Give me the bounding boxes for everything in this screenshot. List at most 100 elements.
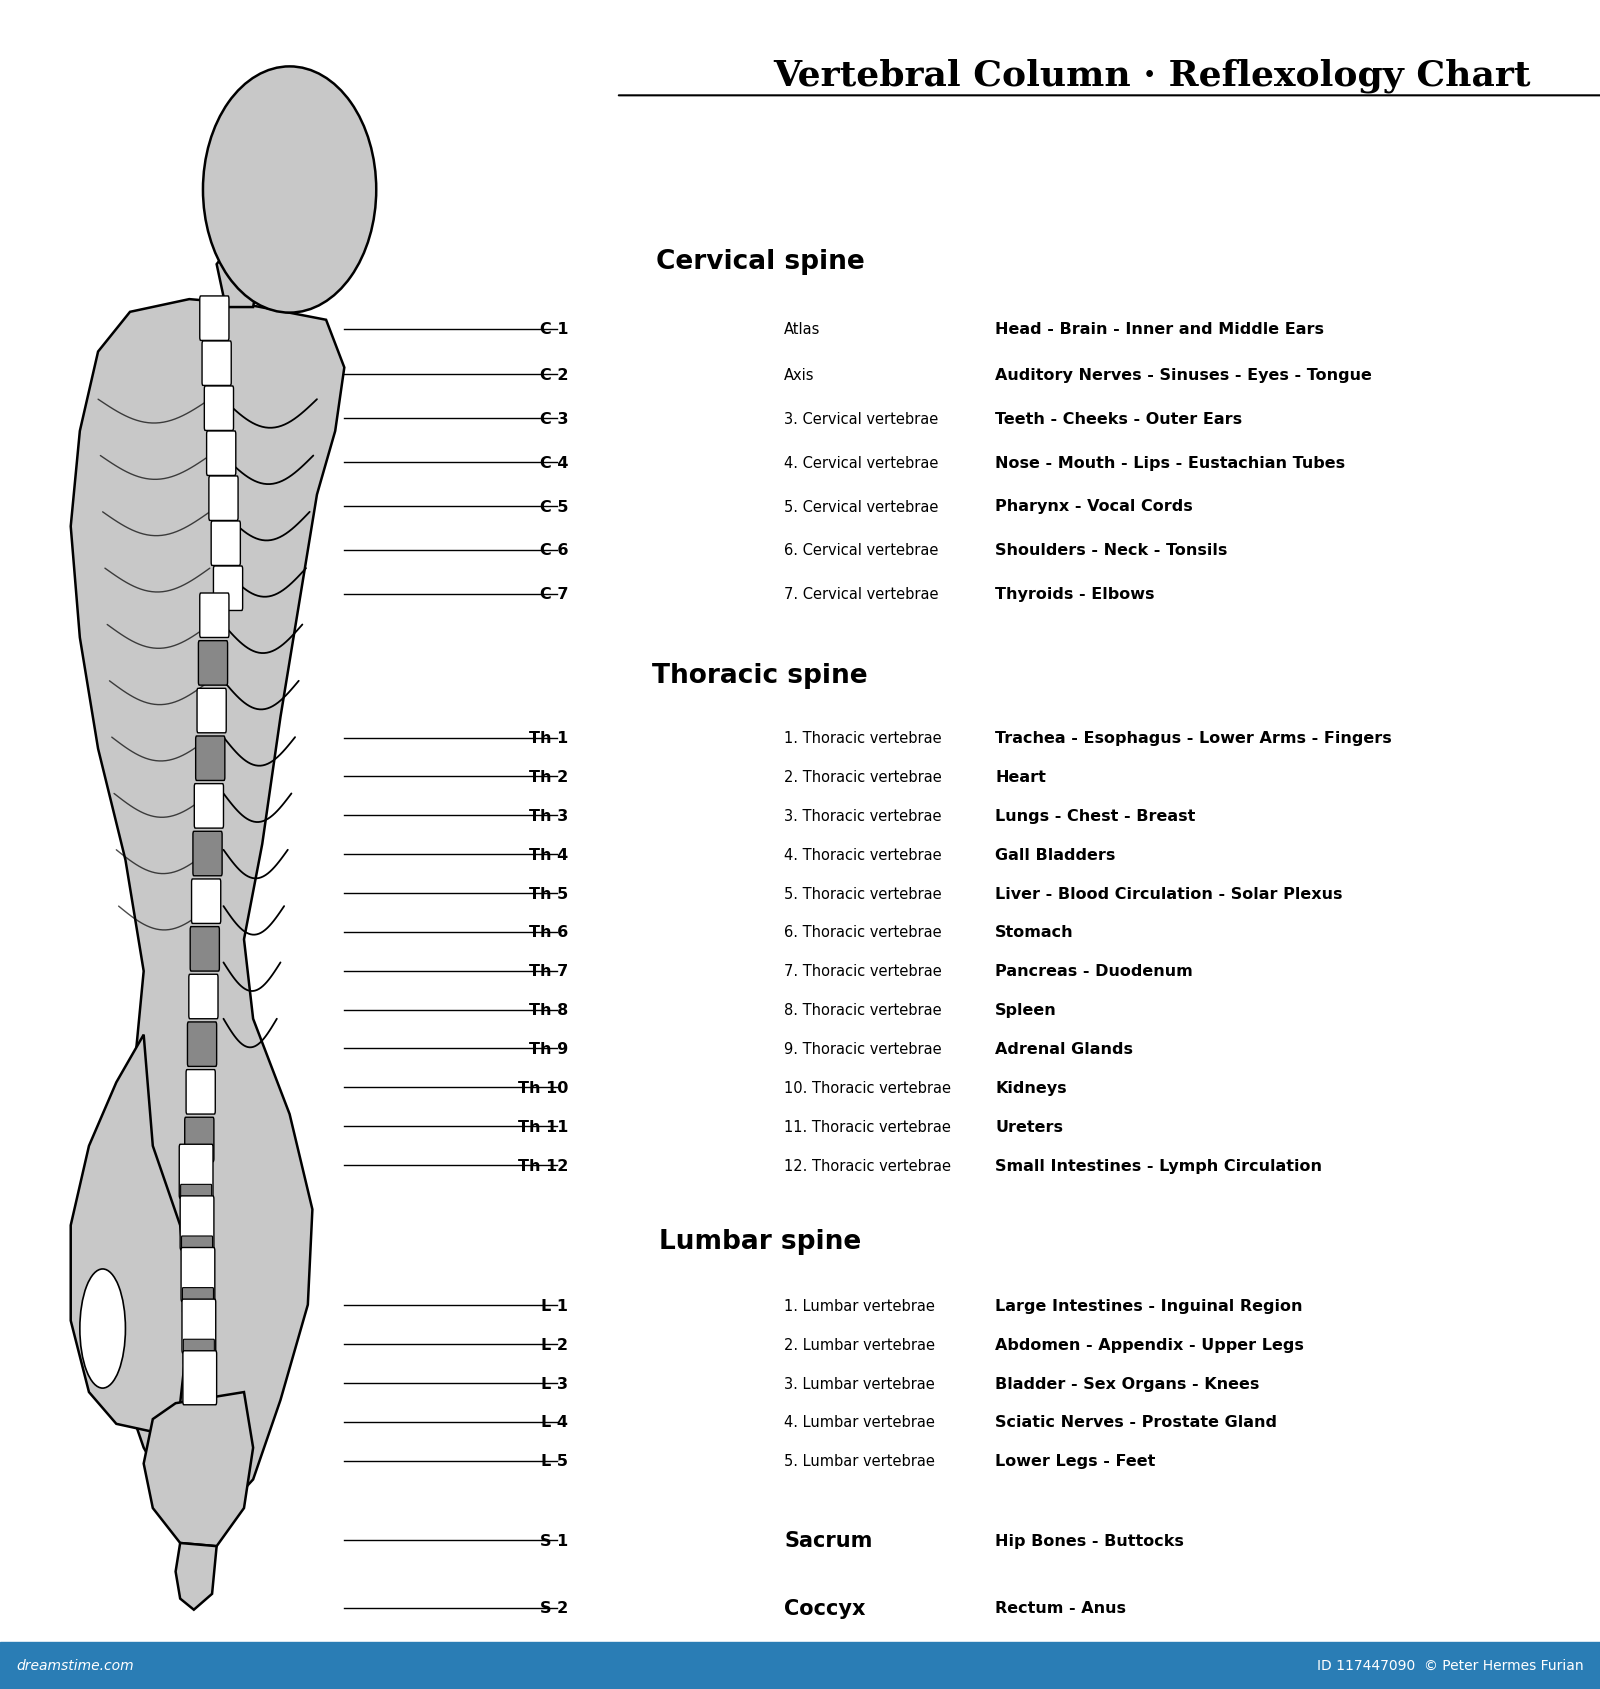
Text: C 2: C 2 [539, 368, 568, 382]
Text: C 5: C 5 [539, 500, 568, 513]
FancyBboxPatch shape [200, 297, 229, 341]
Bar [0, 1642, 1600, 1689]
Text: Heart: Heart [995, 770, 1046, 784]
Text: Th 4: Th 4 [528, 848, 568, 861]
Text: Bladder - Sex Organs - Knees: Bladder - Sex Organs - Knees [995, 1377, 1259, 1390]
Text: 4. Cervical vertebrae: 4. Cervical vertebrae [784, 456, 938, 470]
Text: S 2: S 2 [539, 1601, 568, 1615]
Text: 2. Thoracic vertebrae: 2. Thoracic vertebrae [784, 770, 942, 784]
Text: C 4: C 4 [539, 456, 568, 470]
Text: Liver - Blood Circulation - Solar Plexus: Liver - Blood Circulation - Solar Plexus [995, 887, 1342, 900]
Text: L 4: L 4 [541, 1415, 568, 1429]
Text: Head - Brain - Inner and Middle Ears: Head - Brain - Inner and Middle Ears [995, 323, 1325, 336]
FancyBboxPatch shape [189, 975, 218, 1018]
Text: Lower Legs - Feet: Lower Legs - Feet [995, 1454, 1155, 1468]
FancyBboxPatch shape [213, 566, 243, 611]
Text: 5. Cervical vertebrae: 5. Cervical vertebrae [784, 500, 938, 513]
Text: Abdomen - Appendix - Upper Legs: Abdomen - Appendix - Upper Legs [995, 1338, 1304, 1351]
Polygon shape [144, 1392, 253, 1545]
Text: Pancreas - Duodenum: Pancreas - Duodenum [995, 964, 1194, 978]
Text: Th 9: Th 9 [528, 1042, 568, 1056]
Text: 4. Lumbar vertebrae: 4. Lumbar vertebrae [784, 1415, 934, 1429]
Text: Sciatic Nerves - Prostate Gland: Sciatic Nerves - Prostate Gland [995, 1415, 1277, 1429]
Text: C 1: C 1 [539, 323, 568, 336]
Text: 11. Thoracic vertebrae: 11. Thoracic vertebrae [784, 1120, 950, 1133]
Text: Th 3: Th 3 [528, 809, 568, 823]
FancyBboxPatch shape [181, 1248, 214, 1302]
Text: 5. Thoracic vertebrae: 5. Thoracic vertebrae [784, 887, 942, 900]
Text: 3. Thoracic vertebrae: 3. Thoracic vertebrae [784, 809, 941, 823]
FancyBboxPatch shape [182, 1287, 213, 1314]
Polygon shape [216, 242, 262, 307]
FancyBboxPatch shape [194, 784, 224, 829]
Text: Thoracic spine: Thoracic spine [653, 662, 867, 689]
Polygon shape [70, 301, 344, 1520]
Text: Th 6: Th 6 [528, 926, 568, 939]
FancyBboxPatch shape [184, 1118, 214, 1162]
FancyBboxPatch shape [181, 1236, 213, 1262]
Ellipse shape [203, 68, 376, 314]
Text: L 2: L 2 [541, 1338, 568, 1351]
FancyBboxPatch shape [205, 387, 234, 431]
FancyBboxPatch shape [186, 1069, 216, 1115]
Text: Gall Bladders: Gall Bladders [995, 848, 1115, 861]
Text: L 3: L 3 [541, 1377, 568, 1390]
Text: C 3: C 3 [539, 412, 568, 426]
Text: Th 1: Th 1 [528, 731, 568, 745]
FancyBboxPatch shape [182, 1299, 216, 1353]
Text: Th 11: Th 11 [518, 1120, 568, 1133]
Text: C 6: C 6 [539, 544, 568, 557]
Text: C 7: C 7 [539, 588, 568, 601]
Text: Th 12: Th 12 [518, 1159, 568, 1172]
Ellipse shape [80, 1268, 125, 1388]
FancyBboxPatch shape [179, 1145, 213, 1199]
Text: Spleen: Spleen [995, 1003, 1058, 1017]
Text: 7. Cervical vertebrae: 7. Cervical vertebrae [784, 588, 939, 601]
Text: Th 10: Th 10 [518, 1081, 568, 1094]
Text: Th 5: Th 5 [528, 887, 568, 900]
Text: Coccyx: Coccyx [784, 1598, 866, 1618]
Text: 3. Cervical vertebrae: 3. Cervical vertebrae [784, 412, 938, 426]
FancyBboxPatch shape [187, 1022, 216, 1067]
Text: Nose - Mouth - Lips - Eustachian Tubes: Nose - Mouth - Lips - Eustachian Tubes [995, 456, 1346, 470]
Text: Pharynx - Vocal Cords: Pharynx - Vocal Cords [995, 500, 1194, 513]
FancyBboxPatch shape [197, 689, 226, 733]
FancyBboxPatch shape [192, 880, 221, 924]
Text: Thyroids - Elbows: Thyroids - Elbows [995, 588, 1155, 601]
FancyBboxPatch shape [190, 927, 219, 971]
Text: S 1: S 1 [539, 1534, 568, 1547]
FancyBboxPatch shape [181, 1196, 214, 1250]
Text: Atlas: Atlas [784, 323, 821, 336]
Text: Small Intestines - Lymph Circulation: Small Intestines - Lymph Circulation [995, 1159, 1322, 1172]
FancyBboxPatch shape [195, 736, 226, 780]
Text: Ureters: Ureters [995, 1120, 1064, 1133]
Text: Auditory Nerves - Sinuses - Eyes - Tongue: Auditory Nerves - Sinuses - Eyes - Tongu… [995, 368, 1373, 382]
Polygon shape [70, 1035, 189, 1432]
Text: Adrenal Glands: Adrenal Glands [995, 1042, 1133, 1056]
Text: Th 7: Th 7 [528, 964, 568, 978]
FancyBboxPatch shape [194, 831, 222, 877]
Text: Th 2: Th 2 [528, 770, 568, 784]
Text: Vertebral Column · Reflexology Chart: Vertebral Column · Reflexology Chart [773, 59, 1531, 93]
Text: Sacrum: Sacrum [784, 1530, 872, 1551]
Text: 5. Lumbar vertebrae: 5. Lumbar vertebrae [784, 1454, 934, 1468]
FancyBboxPatch shape [210, 476, 238, 522]
Text: Rectum - Anus: Rectum - Anus [995, 1601, 1126, 1615]
FancyBboxPatch shape [182, 1351, 216, 1405]
Polygon shape [176, 1544, 216, 1610]
FancyBboxPatch shape [184, 1339, 214, 1365]
Text: ID 117447090  © Peter Hermes Furian: ID 117447090 © Peter Hermes Furian [1317, 1659, 1584, 1672]
Text: Kidneys: Kidneys [995, 1081, 1067, 1094]
Text: 8. Thoracic vertebrae: 8. Thoracic vertebrae [784, 1003, 942, 1017]
Text: L 1: L 1 [541, 1299, 568, 1312]
Text: 9. Thoracic vertebrae: 9. Thoracic vertebrae [784, 1042, 942, 1056]
Text: Shoulders - Neck - Tonsils: Shoulders - Neck - Tonsils [995, 544, 1227, 557]
Text: Large Intestines - Inguinal Region: Large Intestines - Inguinal Region [995, 1299, 1302, 1312]
Text: 4. Thoracic vertebrae: 4. Thoracic vertebrae [784, 848, 942, 861]
FancyBboxPatch shape [211, 522, 240, 566]
Text: 1. Lumbar vertebrae: 1. Lumbar vertebrae [784, 1299, 934, 1312]
Text: 2. Lumbar vertebrae: 2. Lumbar vertebrae [784, 1338, 934, 1351]
FancyBboxPatch shape [206, 432, 235, 476]
Text: dreamstime.com: dreamstime.com [16, 1659, 134, 1672]
Text: Axis: Axis [784, 368, 814, 382]
